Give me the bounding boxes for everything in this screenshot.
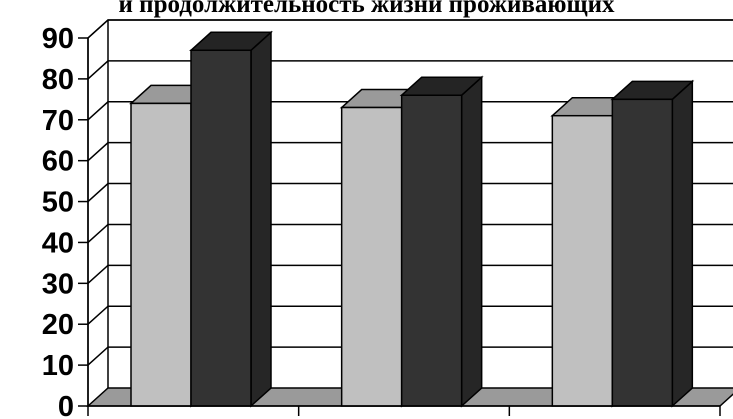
y-tick-label-70: 70 — [42, 105, 74, 137]
y-tick-label-40: 40 — [42, 227, 74, 259]
bar-front-face — [342, 108, 402, 406]
y-axis-tick-labels: 0 10 20 30 40 50 60 70 80 90 — [42, 23, 88, 419]
bar-front-face — [552, 116, 612, 406]
y-tick-label-50: 50 — [42, 187, 74, 219]
bar-front-face — [402, 95, 462, 406]
bar-front-face — [191, 50, 251, 406]
y-tick-label-80: 80 — [42, 64, 74, 96]
gridline-90 — [88, 20, 733, 38]
y-tick-label-10: 10 — [42, 350, 74, 382]
bars — [131, 32, 692, 406]
y-tick-label-30: 30 — [42, 268, 74, 300]
bar-cat3-series2 — [612, 81, 692, 406]
bar-side-face — [672, 81, 692, 406]
y-tick-label-90: 90 — [42, 23, 74, 55]
y-tick-label-0: 0 — [58, 391, 74, 419]
bar-front-face — [131, 103, 191, 406]
bar-cat1-series2 — [191, 32, 271, 406]
bar-side-face — [462, 77, 482, 406]
gridline-80 — [88, 61, 733, 79]
y-tick-label-20: 20 — [42, 309, 74, 341]
y-tick-label-60: 60 — [42, 146, 74, 178]
bar-front-face — [612, 99, 672, 406]
bar-cat2-series2 — [402, 77, 482, 406]
bar-side-face — [251, 32, 271, 406]
